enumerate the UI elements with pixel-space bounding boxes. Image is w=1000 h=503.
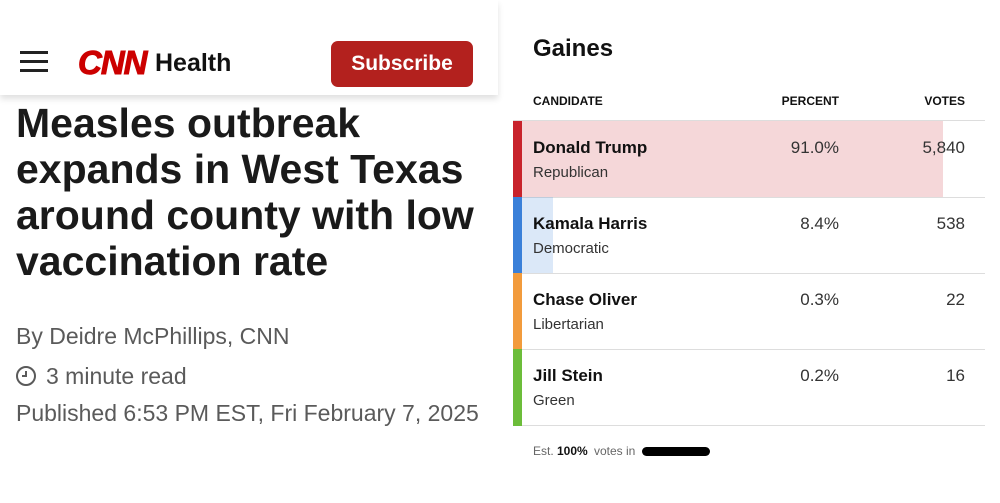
footer-est: Est.	[533, 444, 554, 458]
party-name: Green	[533, 392, 575, 409]
published-date: Published 6:53 PM EST, Fri February 7, 2…	[16, 400, 479, 426]
subscribe-button[interactable]: Subscribe	[331, 41, 473, 87]
party-stripe	[513, 349, 522, 426]
read-time: 3 minute read	[46, 363, 187, 389]
candidate-row: Jill Stein Green 0.2% 16	[513, 349, 985, 426]
candidate-name: Kamala Harris	[533, 214, 648, 233]
percent-label: 0.3%	[800, 290, 839, 309]
county-name: Gaines	[533, 35, 614, 62]
vote-count: 22	[946, 290, 965, 309]
party-name: Libertarian	[533, 316, 604, 333]
percent-bar	[513, 121, 943, 197]
table-rule	[513, 120, 985, 121]
candidate-name: Donald Trump	[533, 138, 648, 157]
party-name: Democratic	[533, 240, 609, 257]
footer-reported: 100%	[557, 444, 588, 458]
percent-label: 8.4%	[800, 214, 839, 233]
section-name[interactable]: Health	[155, 49, 232, 77]
logo[interactable]: CNN	[78, 44, 148, 82]
party-stripe	[513, 197, 522, 274]
column-header: CANDIDATE	[533, 94, 603, 108]
party-stripe	[513, 121, 522, 198]
column-header: VOTES	[924, 94, 965, 108]
percent-label: 0.2%	[800, 366, 839, 385]
vote-count: 5,840	[922, 138, 965, 157]
redaction	[642, 447, 710, 456]
vote-count: 16	[946, 366, 965, 385]
candidate-name: Jill Stein	[533, 366, 603, 385]
headline: Measles outbreak expands in West Texas a…	[16, 100, 474, 284]
percent-label: 91.0%	[790, 138, 839, 157]
byline: By Deidre McPhillips, CNN	[16, 323, 290, 349]
clock-icon	[16, 366, 36, 386]
candidate-row: Donald Trump Republican 91.0% 5,840	[513, 121, 985, 198]
candidate-row: Kamala Harris Democratic 8.4% 538	[513, 197, 985, 274]
party-stripe	[513, 273, 522, 350]
menu-icon[interactable]	[20, 50, 50, 74]
footer-votes-in: votes in	[594, 444, 636, 458]
party-name: Republican	[533, 164, 609, 181]
candidate-name: Chase Oliver	[533, 290, 637, 309]
article-panel: CNN Health Subscribe Measles outbreak ex…	[0, 0, 498, 503]
candidate-row: Chase Oliver Libertarian 0.3% 22	[513, 273, 985, 350]
vote-count: 538	[936, 214, 965, 233]
column-header: PERCENT	[781, 94, 839, 108]
site-header: CNN Health Subscribe	[0, 0, 498, 95]
